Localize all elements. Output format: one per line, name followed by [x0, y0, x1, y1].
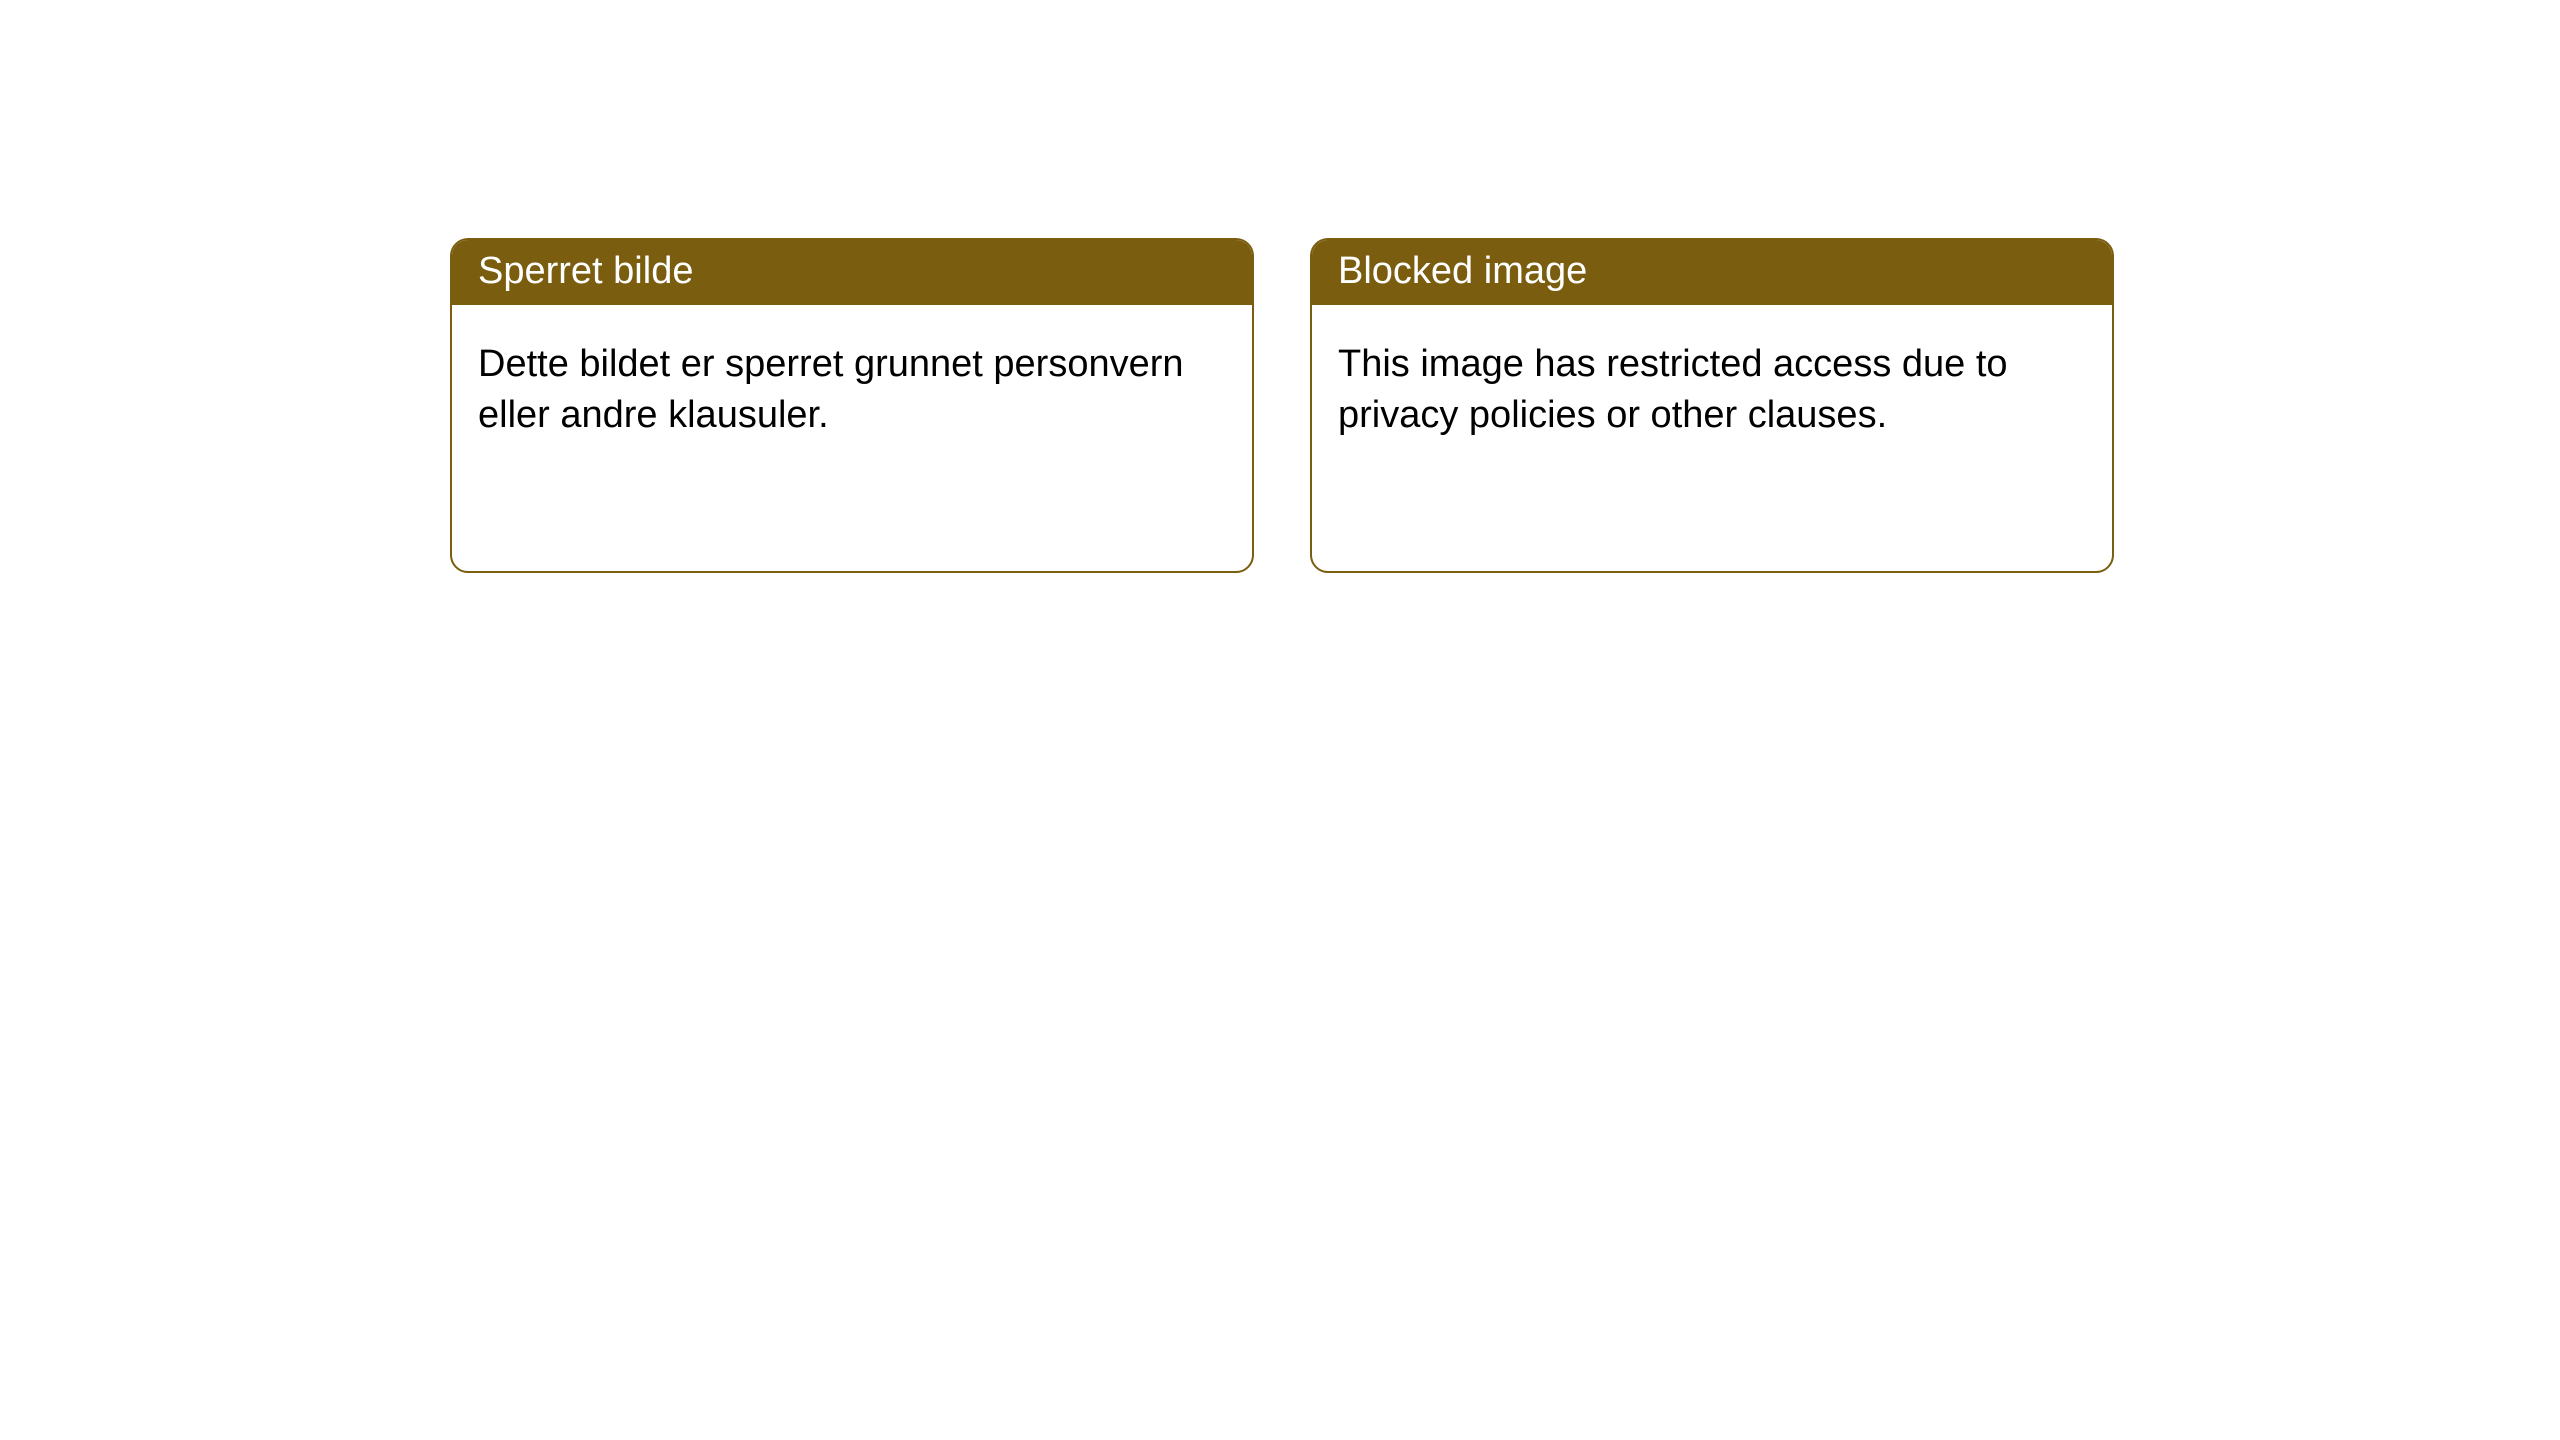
notice-title-english: Blocked image — [1312, 240, 2112, 305]
notice-body-english: This image has restricted access due to … — [1312, 305, 2112, 476]
notice-body-norwegian: Dette bildet er sperret grunnet personve… — [452, 305, 1252, 476]
notice-container: Sperret bilde Dette bildet er sperret gr… — [0, 0, 2560, 573]
blocked-image-notice-english: Blocked image This image has restricted … — [1310, 238, 2114, 573]
blocked-image-notice-norwegian: Sperret bilde Dette bildet er sperret gr… — [450, 238, 1254, 573]
notice-title-norwegian: Sperret bilde — [452, 240, 1252, 305]
